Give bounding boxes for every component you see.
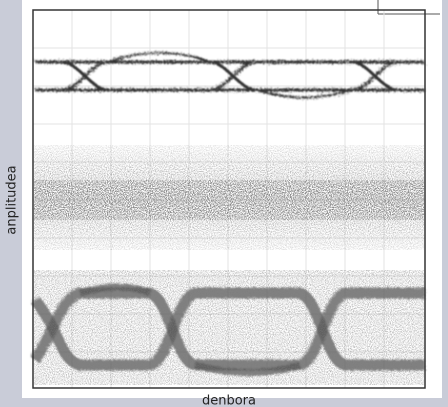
plot-frame (32, 9, 426, 389)
y-axis-label: anplitudea (5, 165, 20, 234)
top-eye (35, 52, 425, 99)
noise-band-core (34, 180, 424, 220)
bottom-noise (34, 270, 424, 385)
x-axis-label: denbora (202, 394, 256, 407)
